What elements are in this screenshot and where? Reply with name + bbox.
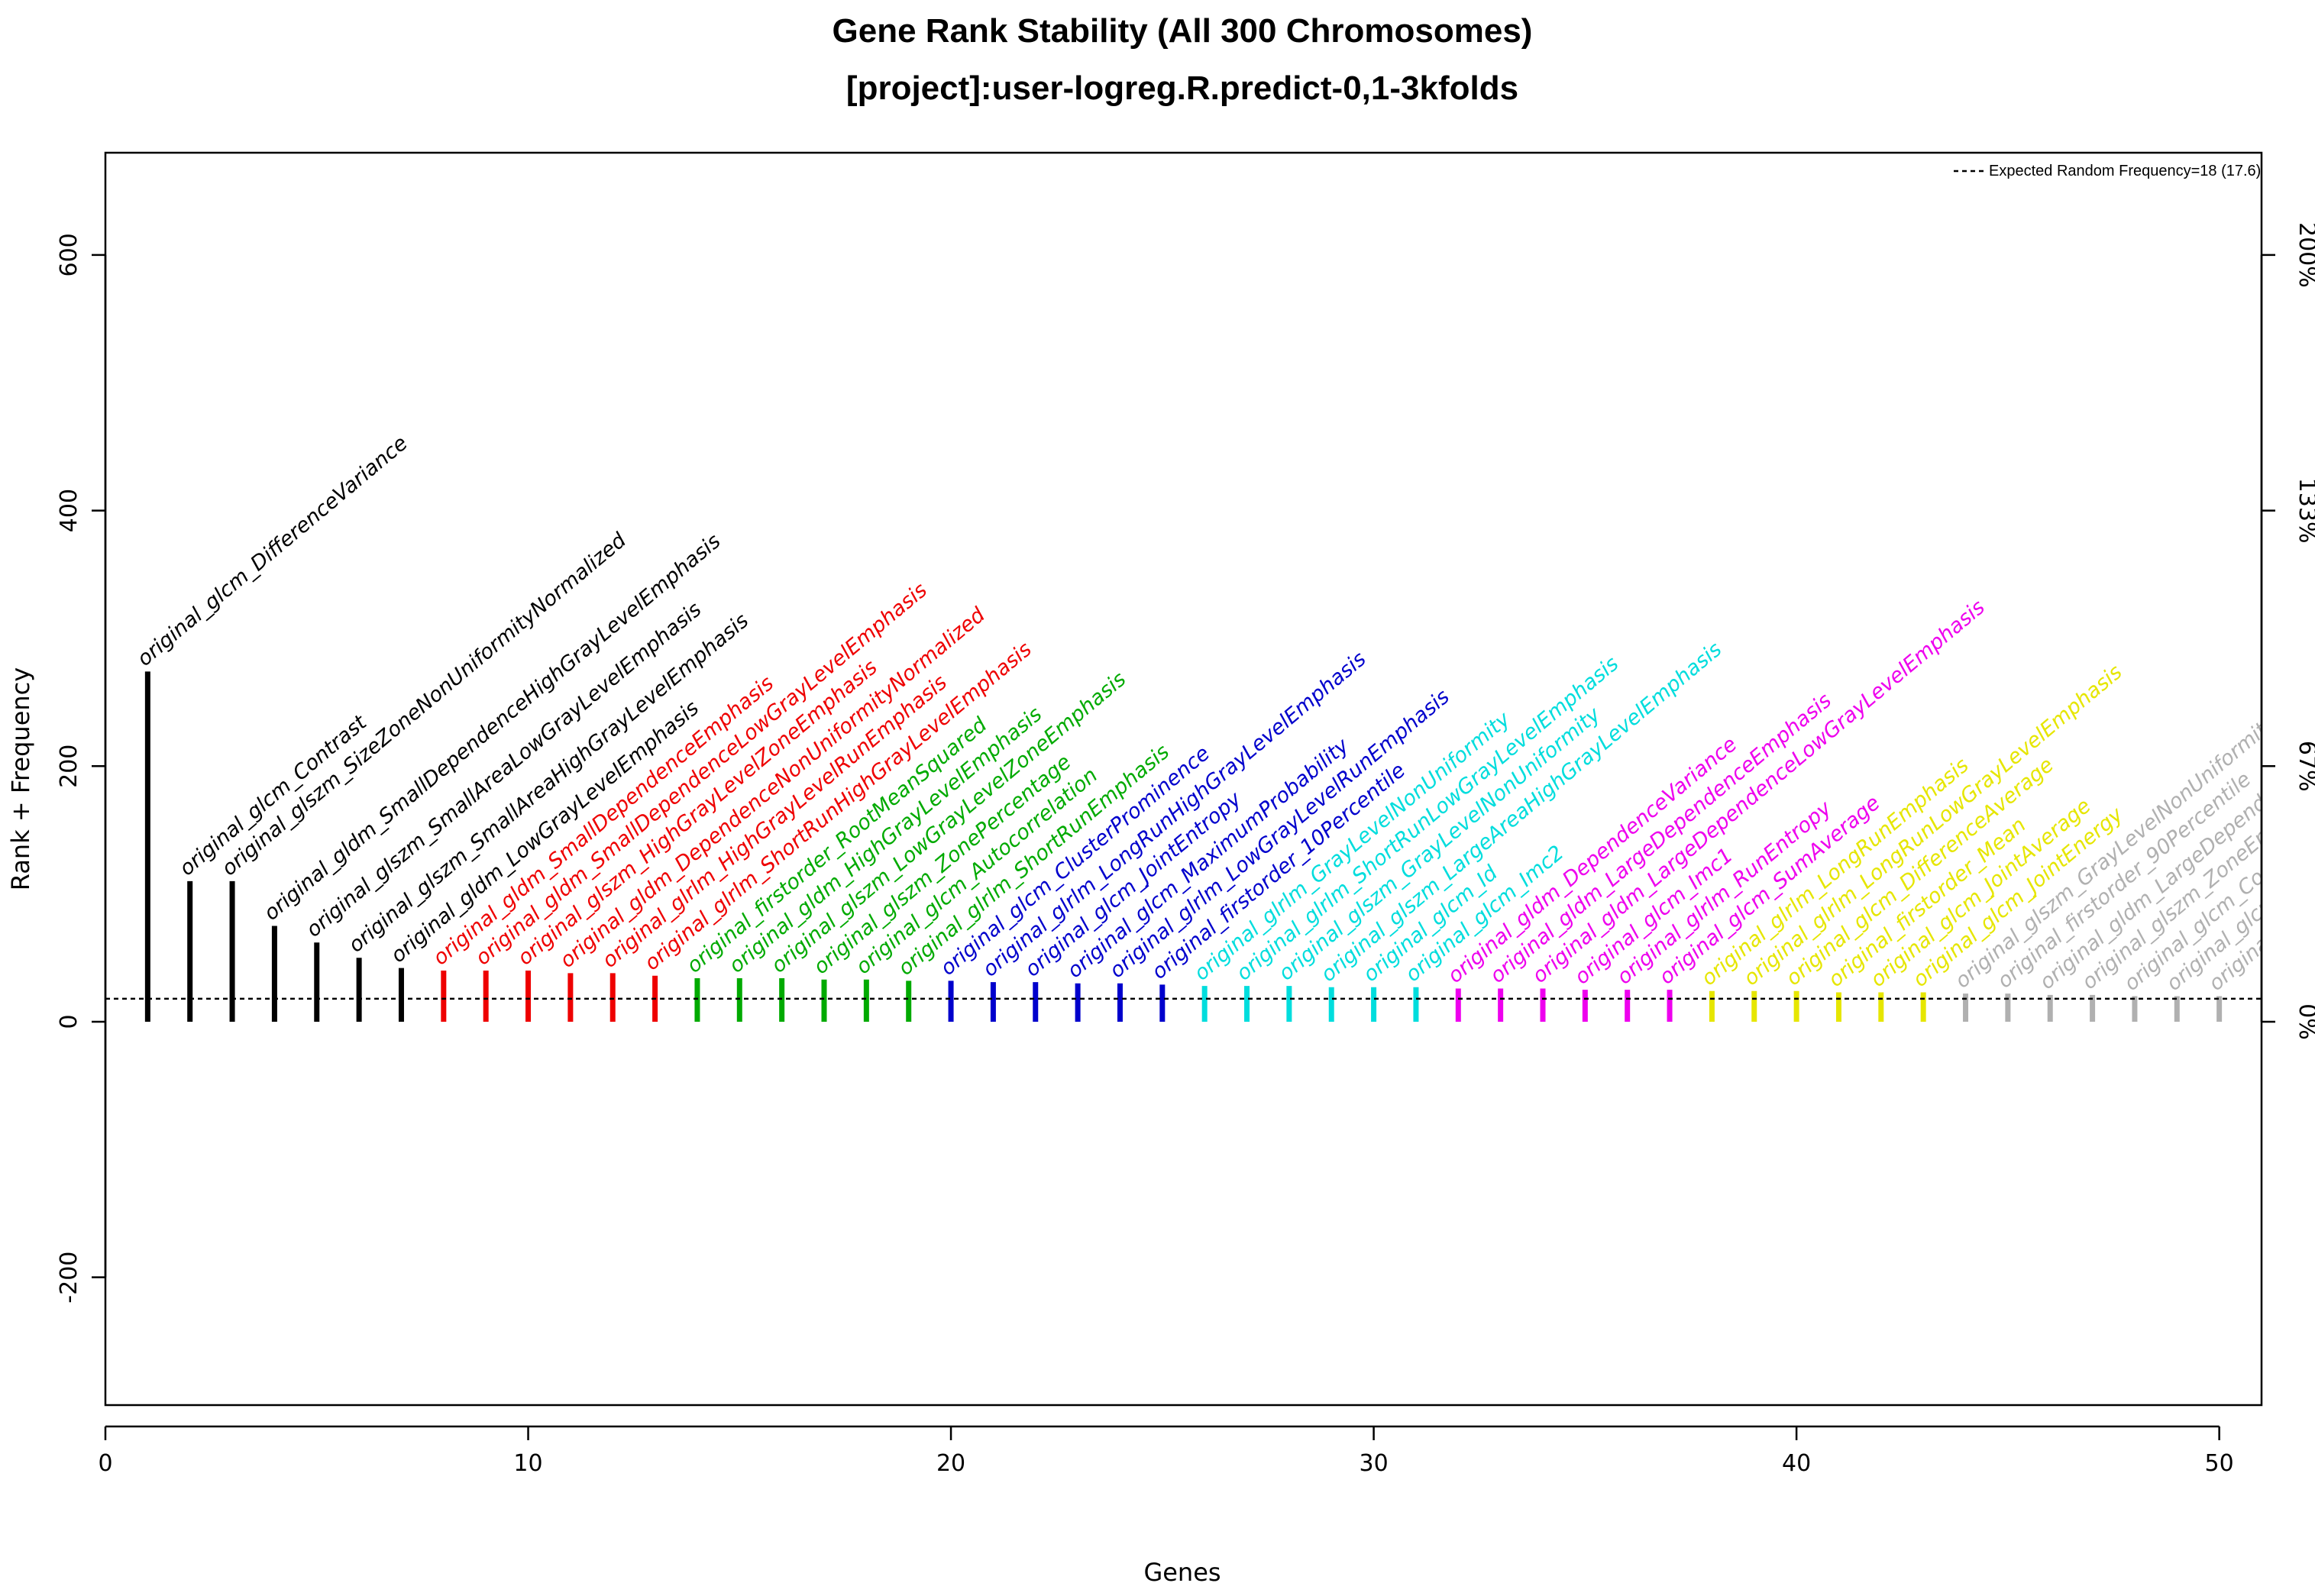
y-axis-left: -200 0 200 400 600 [56, 233, 107, 1304]
legend: Expected Random Frequency=18 (17.6) [1954, 163, 2261, 179]
y-axis-right: 0% 67% 133% 200% [2260, 222, 2315, 1040]
legend-label: Expected Random Frequency=18 (17.6) [1989, 163, 2261, 179]
chart-subtitle: [project]:user-logreg.R.predict-0,1-3kfo… [846, 69, 1518, 107]
y-tick-label: -200 [56, 1252, 82, 1304]
right-tick-label: 200% [2294, 222, 2315, 288]
x-tick-label: 10 [513, 1450, 542, 1477]
right-tick-label: 0% [2294, 1003, 2315, 1040]
x-tick-label: 40 [1782, 1450, 1811, 1477]
x-tick-label: 20 [936, 1450, 965, 1477]
gene-label: original_glcm_DifferenceVariance [133, 431, 412, 671]
x-tick-label: 50 [2205, 1450, 2234, 1477]
x-axis-label: Genes [1143, 1558, 1221, 1587]
right-tick-label: 67% [2294, 741, 2315, 792]
gene-labels: original_glcm_DifferenceVarianceoriginal… [133, 431, 2262, 996]
x-axis: 0 10 20 30 40 50 [98, 1425, 2234, 1477]
right-tick-label: 133% [2294, 478, 2315, 544]
y-tick-label: 400 [56, 489, 82, 532]
chart-title: Gene Rank Stability (All 300 Chromosomes… [833, 12, 1533, 50]
x-tick-label: 30 [1359, 1450, 1388, 1477]
y-tick-label: 0 [56, 1014, 82, 1029]
x-tick-label: 0 [98, 1450, 112, 1477]
y-axis-label: Rank + Frequency [6, 667, 35, 890]
y-tick-label: 600 [56, 233, 82, 276]
y-tick-label: 200 [56, 745, 82, 788]
